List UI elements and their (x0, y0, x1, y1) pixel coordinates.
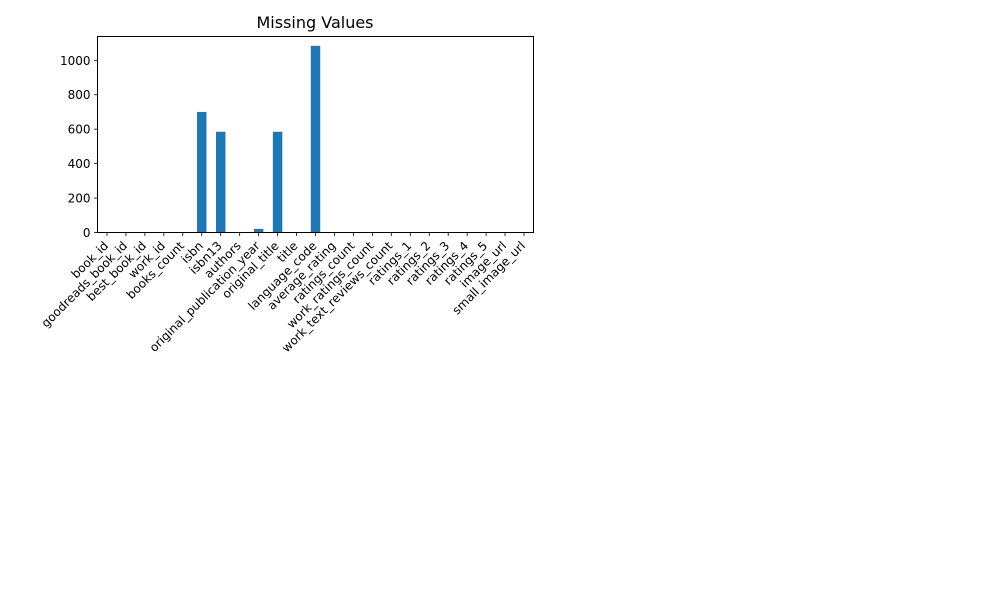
y-tick-label: 800 (68, 88, 91, 102)
bar-language_code (310, 45, 321, 233)
bar-isbn (197, 111, 207, 233)
plot-frame (97, 36, 534, 233)
chart-title: Missing Values (256, 13, 373, 32)
y-tick-label: 200 (68, 192, 91, 206)
bar-original_publication_year (253, 228, 264, 233)
bar-original_title (272, 131, 283, 233)
bars-group (197, 45, 321, 233)
y-tick-label: 1000 (60, 54, 91, 68)
y-tick-label: 600 (68, 123, 91, 137)
y-tick-label: 0 (83, 226, 91, 240)
y-axis: 0 200 400 600 800 1000 (60, 54, 98, 240)
x-axis: book_idgoodreads_book_idbest_book_idwork… (39, 232, 528, 355)
y-tick-label: 400 (68, 157, 91, 171)
bar-isbn13 (215, 131, 226, 233)
x-tick-label: goodreads_book_id (39, 239, 131, 331)
